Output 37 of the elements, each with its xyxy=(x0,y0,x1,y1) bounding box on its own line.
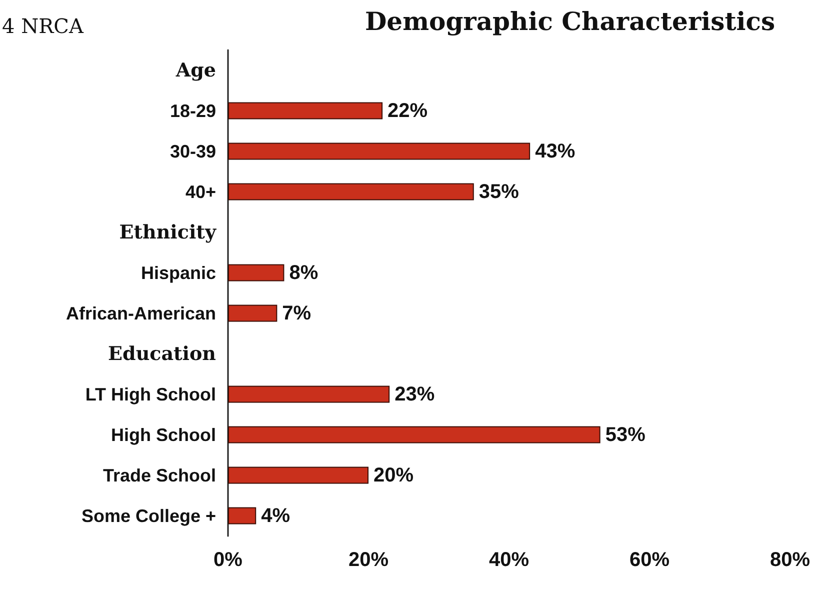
y-tick-label: Trade School xyxy=(102,465,216,486)
bar xyxy=(228,426,600,444)
y-tick-label: Education xyxy=(108,342,216,365)
data-label: 23% xyxy=(394,383,435,406)
bar xyxy=(228,102,383,120)
y-tick-label: LT High School xyxy=(85,384,216,404)
text: 4 NRCA xyxy=(2,14,84,38)
data-label: 43% xyxy=(535,140,576,162)
bar xyxy=(228,466,368,484)
bar xyxy=(228,304,278,322)
y-tick-label: 40+ xyxy=(185,182,216,202)
y-tick-label: Age xyxy=(174,59,216,82)
bar xyxy=(228,183,474,200)
y-tick-label: Ethnicity xyxy=(119,221,217,244)
chart-title: Demographic Characteristics xyxy=(364,7,776,36)
x-tick-label: 60% xyxy=(629,549,670,571)
y-tick-label: 30-39 xyxy=(170,141,216,162)
data-label: 4% xyxy=(261,504,290,527)
data-label: 7% xyxy=(282,302,312,324)
data-label: 8% xyxy=(289,262,318,284)
x-tick-label: 0% xyxy=(214,549,243,571)
data-label: 20% xyxy=(374,464,414,486)
y-tick-label: Some College + xyxy=(81,506,216,526)
bar xyxy=(228,142,530,160)
y-tick-label: Hispanic xyxy=(140,262,216,283)
data-label: 53% xyxy=(605,424,646,446)
data-label: 22% xyxy=(388,100,428,122)
x-tick-label: 80% xyxy=(770,549,810,571)
bar xyxy=(228,386,390,403)
y-tick-label: 18-29 xyxy=(170,100,216,121)
x-tick-label: 40% xyxy=(488,549,530,571)
bar xyxy=(228,264,284,282)
y-tick-label: African-American xyxy=(66,303,216,324)
data-label: 35% xyxy=(478,180,520,203)
bar xyxy=(228,507,256,524)
y-tick-label: High School xyxy=(111,424,216,445)
x-tick-label: 20% xyxy=(348,549,389,571)
